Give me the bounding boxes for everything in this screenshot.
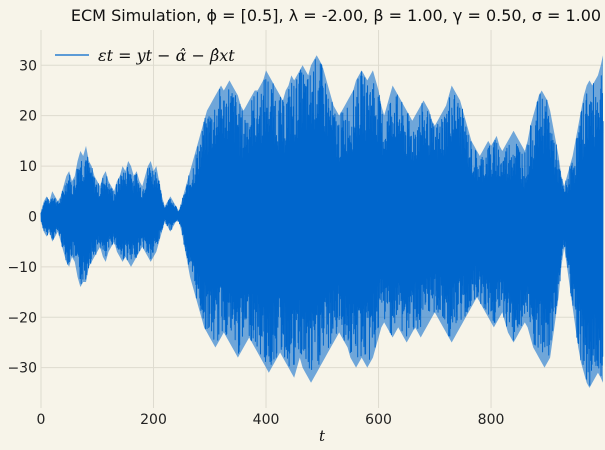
y-tick-label: 30 — [19, 58, 37, 74]
y-tick-label: −20 — [7, 310, 37, 326]
data-layer — [40, 55, 604, 388]
y-tick-label: 10 — [19, 159, 37, 175]
legend-label: εt = yt − α̂ − β̂xt — [98, 46, 235, 65]
x-tick-label: 400 — [253, 412, 280, 428]
y-tick-label: −10 — [7, 260, 37, 276]
y-tick-label: 20 — [19, 109, 37, 125]
ticks: 0 200 400 600 800 −30 −20 −10 0 10 20 30 — [7, 58, 504, 428]
y-tick-label: 0 — [28, 209, 37, 225]
x-axis-label: t — [319, 427, 326, 445]
x-tick-label: 800 — [478, 412, 505, 428]
x-tick-label: 0 — [37, 412, 46, 428]
series-line-0 — [40, 59, 604, 386]
x-tick-label: 600 — [365, 412, 392, 428]
chart-title: ECM Simulation, ϕ = [0.5], λ = -2.00, β … — [71, 6, 601, 25]
legend: εt = yt − α̂ − β̂xt — [55, 46, 235, 65]
x-tick-label: 200 — [140, 412, 167, 428]
y-tick-label: −30 — [7, 361, 37, 377]
